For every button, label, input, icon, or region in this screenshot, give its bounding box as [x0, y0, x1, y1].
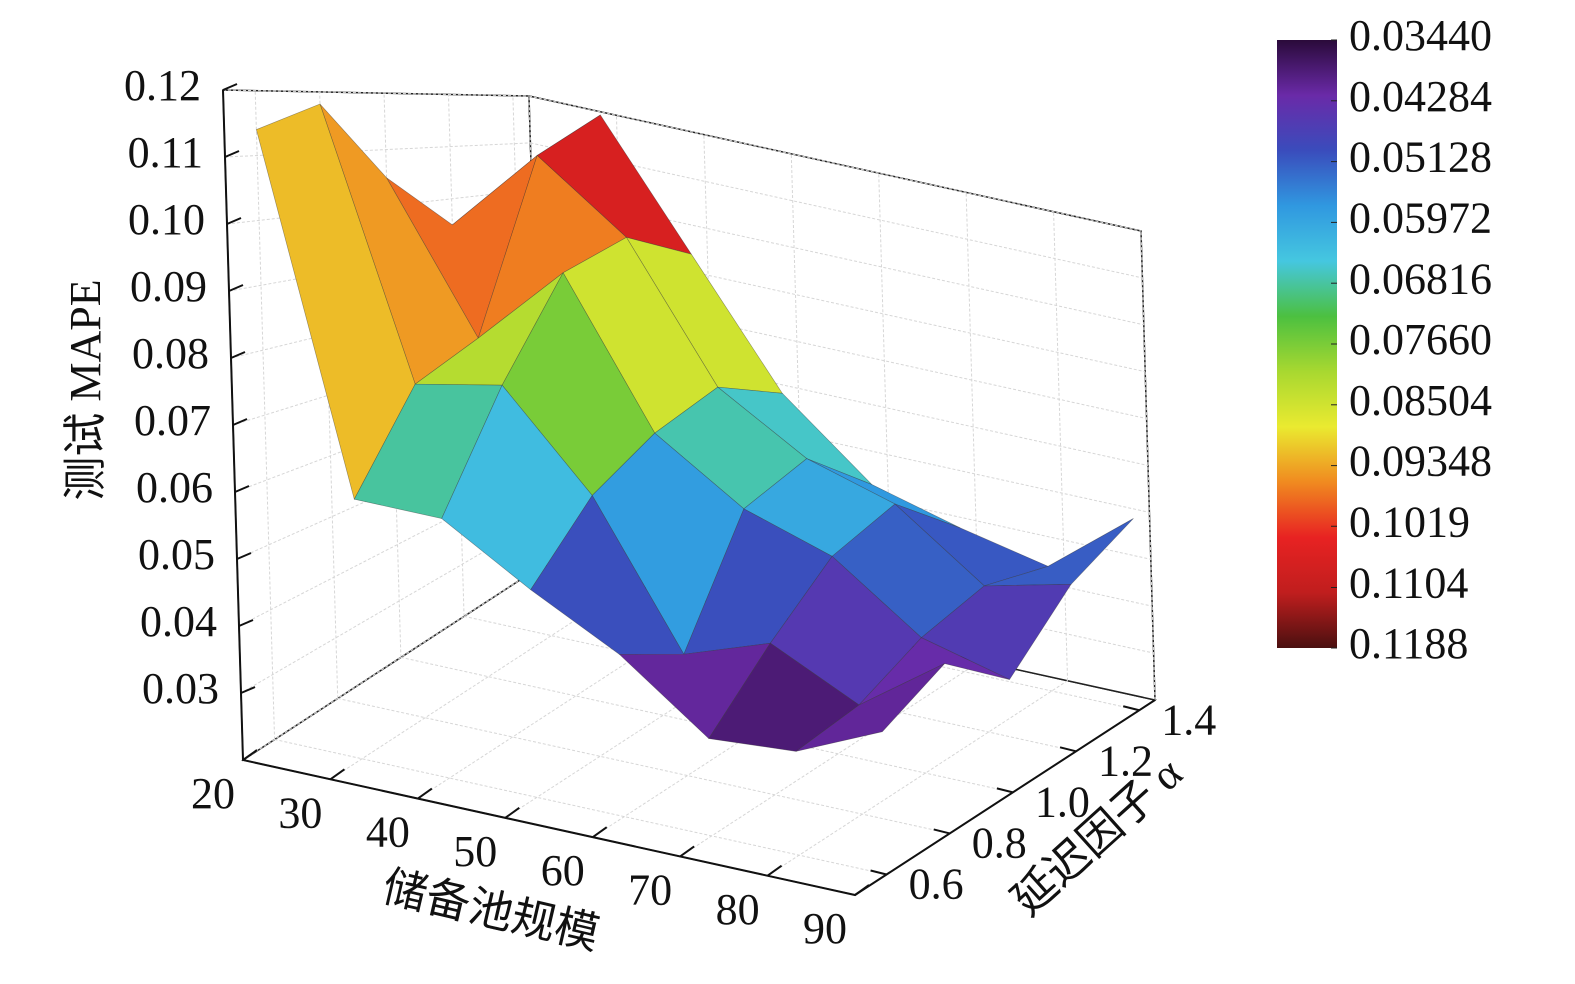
y-tick-label: 0.8 [972, 819, 1027, 868]
x-tick-label: 80 [716, 885, 760, 934]
z-tick-label: 0.08 [132, 329, 209, 378]
colorbar-tick-label: 0.05128 [1349, 133, 1492, 182]
grid-line [790, 153, 806, 623]
grid-line [537, 376, 1150, 513]
colorbar-tick-label: 0.09348 [1349, 437, 1492, 486]
x-tick-label: 30 [278, 788, 322, 837]
x-tick-label: 20 [191, 769, 235, 818]
axes: 20 30 40 50 60 70 80 90 0.60.81.01.21.4 0.03 0.04 0… [124, 61, 1216, 953]
z-tick [234, 485, 250, 493]
colorbar-tick-label: 0.08504 [1349, 376, 1492, 425]
x-tick-label: 60 [541, 846, 585, 895]
y-tick-label: 1.0 [1035, 777, 1090, 826]
grid-line [531, 189, 1144, 326]
y-tick [933, 828, 950, 835]
colorbar-tick-label: 0.04284 [1349, 72, 1492, 121]
x-tick [417, 787, 433, 800]
surface [256, 103, 1134, 752]
colorbar-tick-label: 0.05972 [1349, 193, 1492, 242]
grid-line [254, 90, 276, 740]
x-tick-label: 50 [453, 827, 497, 876]
z-tick [236, 552, 252, 560]
y-tick [1122, 705, 1140, 712]
colorbar-tick-label: 0.1019 [1349, 497, 1470, 546]
grid-line [703, 134, 719, 604]
grid-line [530, 142, 1143, 279]
z-tick [240, 686, 256, 694]
z-tick [222, 83, 238, 91]
grid-line [533, 236, 1146, 373]
z-tick [226, 217, 242, 225]
z-tick-label: 0.10 [128, 195, 205, 244]
grid-line [528, 95, 1142, 232]
y-tick-label: 1.4 [1161, 695, 1216, 744]
x-tick-label: 40 [366, 808, 410, 857]
z-tick-label: 0.07 [134, 396, 211, 445]
grid-line [274, 738, 887, 875]
x-tick-label: 90 [803, 904, 847, 953]
y-tick-label: 0.6 [909, 860, 964, 909]
y-tick [870, 869, 887, 876]
grid-line [541, 517, 1154, 654]
grid-line [878, 173, 894, 643]
z-tick [228, 284, 244, 292]
y-tick-label: 1.2 [1098, 736, 1153, 785]
z-tick-label: 0.06 [136, 463, 213, 512]
grid-line [965, 192, 981, 662]
z-tick-label: 0.04 [140, 597, 217, 646]
grid-line [534, 283, 1147, 420]
colorbar-tick-label: 0.06816 [1349, 254, 1492, 303]
grid-line [1140, 230, 1156, 701]
z-tick-label: 0.03 [142, 664, 219, 713]
grid-line [527, 574, 1140, 711]
z-tick-label: 0.11 [128, 128, 203, 177]
x-tick [504, 807, 520, 819]
z-tick [230, 351, 246, 359]
x-tick-label: 70 [628, 866, 672, 915]
x-tick [329, 768, 346, 781]
x-tick [766, 864, 783, 877]
colorbar [1277, 40, 1337, 648]
x-tick [242, 749, 258, 761]
grid-line [222, 89, 530, 97]
z-tick-label: 0.12 [124, 61, 201, 110]
grid-line [226, 189, 532, 225]
z-tick [238, 619, 254, 627]
y-tick [1059, 746, 1077, 753]
grid-line [538, 423, 1151, 560]
grid-line [535, 330, 1149, 466]
x-tick [679, 845, 695, 858]
z-tick-label: 0.09 [130, 262, 207, 311]
grid-line [400, 656, 1014, 793]
colorbar-tick-label: 0.1104 [1349, 559, 1468, 608]
grid-line [463, 615, 1077, 752]
grid-line [337, 697, 950, 834]
grid-line [232, 330, 537, 426]
z-tick [232, 418, 248, 426]
z-axis-label: 测试 MAPE [61, 279, 110, 500]
y-tick [996, 787, 1014, 794]
grid-line [1053, 211, 1069, 681]
axis-line [222, 89, 1156, 897]
z-tick-label: 0.05 [138, 530, 215, 579]
colorbar-tick-label: 0.07660 [1349, 315, 1492, 364]
colorbar-tick-label: 0.03440 [1349, 11, 1492, 60]
x-tick [592, 826, 608, 838]
colorbar-tick-label: 0.1188 [1349, 619, 1468, 668]
z-tick [224, 150, 240, 158]
surface-patch [795, 663, 945, 752]
grid-line [240, 517, 542, 694]
